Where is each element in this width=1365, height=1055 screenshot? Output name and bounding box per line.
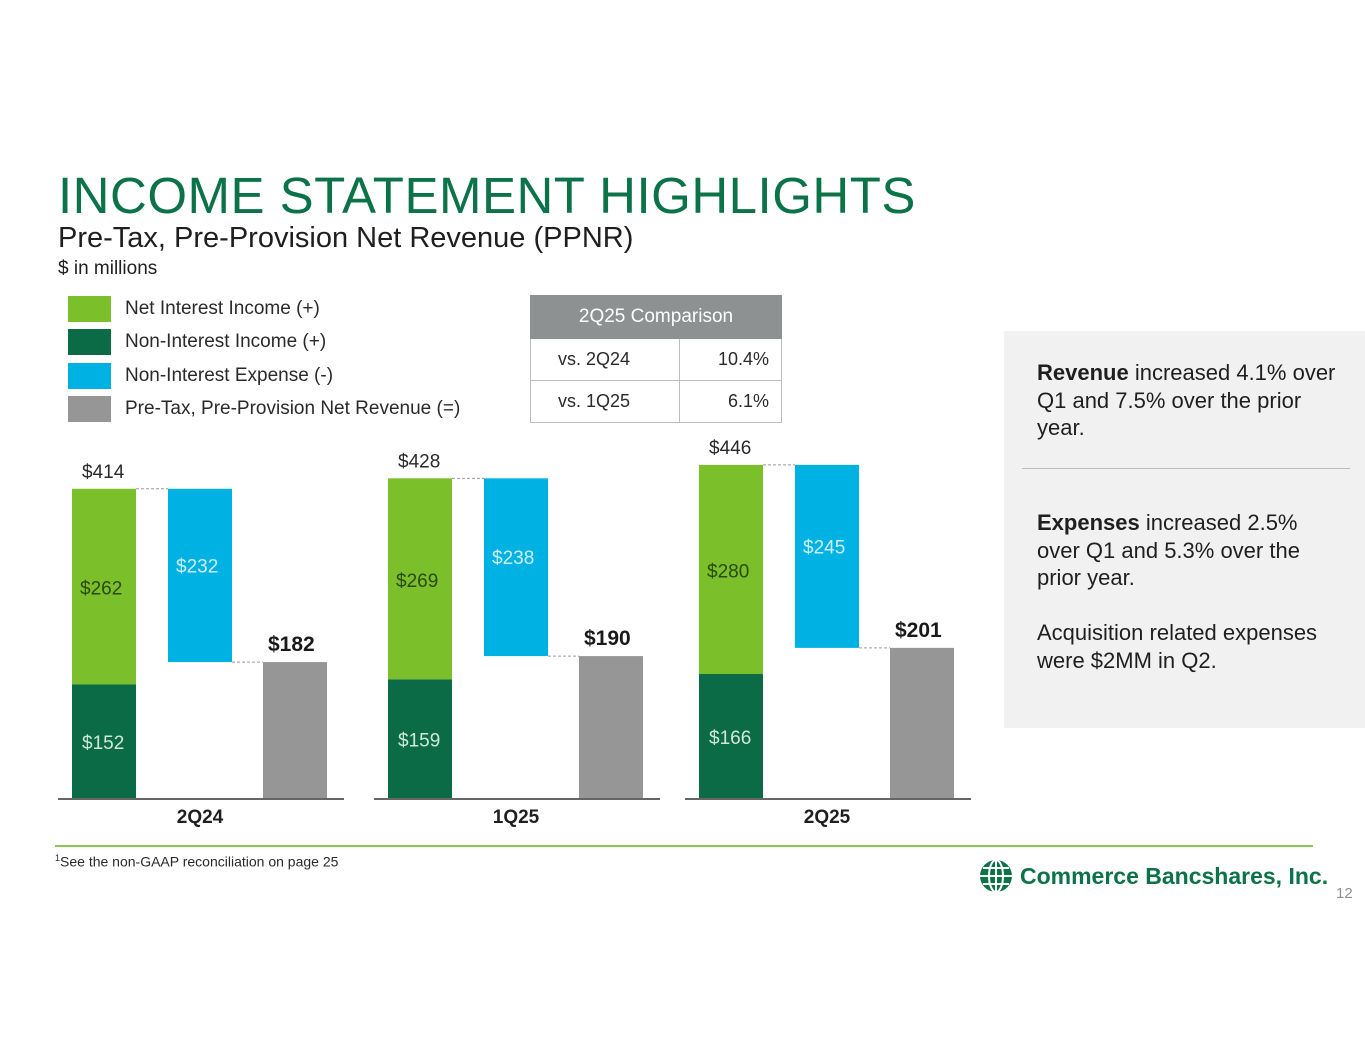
units-label: $ in millions <box>58 258 158 279</box>
legend-swatch <box>68 396 111 423</box>
globe-icon <box>980 859 1012 893</box>
chart-legend: Net Interest Income (+) Non-Interest Inc… <box>68 292 460 426</box>
total-label: $414 <box>82 462 125 483</box>
bar-non-interest-income <box>699 674 763 798</box>
non-interest-expense-label: $238 <box>492 548 534 569</box>
bar-non-interest-expense <box>168 488 232 663</box>
bar-net-interest-income <box>72 488 136 685</box>
legend-swatch <box>68 329 111 356</box>
ppnr-label: $182 <box>268 633 315 656</box>
table-row: vs. 2Q24 10.4% <box>530 338 782 381</box>
revenue-note-bold: Revenue <box>1037 360 1129 385</box>
ppnr-label: $190 <box>584 627 631 650</box>
category-label: 2Q24 <box>177 807 224 828</box>
ppnr-label: $201 <box>895 619 942 642</box>
commentary-panel: Revenue increased 4.1% over Q1 and 7.5% … <box>1004 331 1365 728</box>
expenses-note: Expenses increased 2.5% over Q1 and 5.3%… <box>1037 509 1337 592</box>
total-label: $446 <box>709 438 751 459</box>
legend-swatch <box>68 295 111 322</box>
bar-non-interest-expense <box>484 478 548 657</box>
revenue-note: Revenue increased 4.1% over Q1 and 7.5% … <box>1037 359 1337 442</box>
category-label: 1Q25 <box>493 807 540 828</box>
legend-label: Non-Interest Expense (-) <box>125 364 334 386</box>
page-number: 12 <box>1336 885 1353 902</box>
legend-label: Pre-Tax, Pre-Provision Net Revenue (=) <box>125 398 461 420</box>
page-subtitle: Pre-Tax, Pre-Provision Net Revenue (PPNR… <box>58 222 634 254</box>
legend-item-non-interest-income: Non-Interest Income (+) <box>68 326 460 360</box>
non-interest-income-label: $166 <box>709 728 751 749</box>
table-row: vs. 1Q25 6.1% <box>530 380 782 423</box>
legend-item-ppnr: Pre-Tax, Pre-Provision Net Revenue (=) <box>68 393 460 427</box>
company-logo: Commerce Bancshares, Inc. <box>978 858 1328 894</box>
bar-ppnr <box>890 647 954 798</box>
legend-label: Non-Interest Income (+) <box>125 331 327 353</box>
bar-non-interest-income <box>388 679 452 798</box>
legend-item-net-interest-income: Net Interest Income (+) <box>68 292 460 326</box>
footer-divider <box>55 845 1313 847</box>
comparison-row-value: 6.1% <box>679 380 782 423</box>
bar-ppnr <box>579 656 643 798</box>
footnote-mark: 1 <box>55 853 61 863</box>
bar-ppnr <box>263 662 327 798</box>
legend-label: Net Interest Income (+) <box>125 297 320 319</box>
comparison-row-label: vs. 2Q24 <box>530 338 680 381</box>
net-interest-income-label: $262 <box>80 579 122 600</box>
panel-divider <box>1022 468 1350 469</box>
bar-net-interest-income <box>699 464 763 675</box>
comparison-table-header: 2Q25 Comparison <box>530 295 782 339</box>
non-interest-expense-label: $232 <box>176 556 218 577</box>
bar-net-interest-income <box>388 478 452 680</box>
footnote-text: See the non-GAAP reconciliation on page … <box>60 853 339 870</box>
revenue-note-text: increased 4.1% over Q1 and 7.5% over the… <box>1037 360 1336 440</box>
non-interest-income-label: $159 <box>398 731 440 752</box>
acquisition-note: Acquisition related expenses were $2MM i… <box>1037 620 1318 673</box>
comparison-table: 2Q25 Comparison vs. 2Q24 10.4% vs. 1Q25 … <box>530 295 782 423</box>
non-interest-income-label: $152 <box>82 733 124 754</box>
ppnr-waterfall-chart: $414 $262 $152 $232 $182 2Q24 $428 $269 $159 $238… <box>58 438 971 828</box>
total-label: $428 <box>398 451 440 472</box>
expenses-note-text: increased 2.5% over Q1 and 5.3% over the… <box>1037 510 1300 590</box>
comparison-row-label: vs. 1Q25 <box>530 380 680 423</box>
legend-item-non-interest-expense: Non-Interest Expense (-) <box>68 359 460 393</box>
bar-non-interest-income <box>72 684 136 798</box>
footnote: 1See the non-GAAP reconciliation on page… <box>55 853 338 870</box>
company-name: Commerce Bancshares, Inc. <box>1020 862 1329 889</box>
legend-swatch <box>68 362 111 389</box>
category-label: 2Q25 <box>804 807 851 828</box>
net-interest-income-label: $280 <box>707 561 749 582</box>
comparison-row-value: 10.4% <box>679 338 782 381</box>
bar-non-interest-expense <box>795 464 859 648</box>
non-interest-expense-label: $245 <box>803 537 845 558</box>
net-interest-income-label: $269 <box>396 571 438 592</box>
expenses-note-bold: Expenses <box>1037 510 1140 535</box>
page-title: INCOME STATEMENT HIGHLIGHTS <box>58 167 916 224</box>
